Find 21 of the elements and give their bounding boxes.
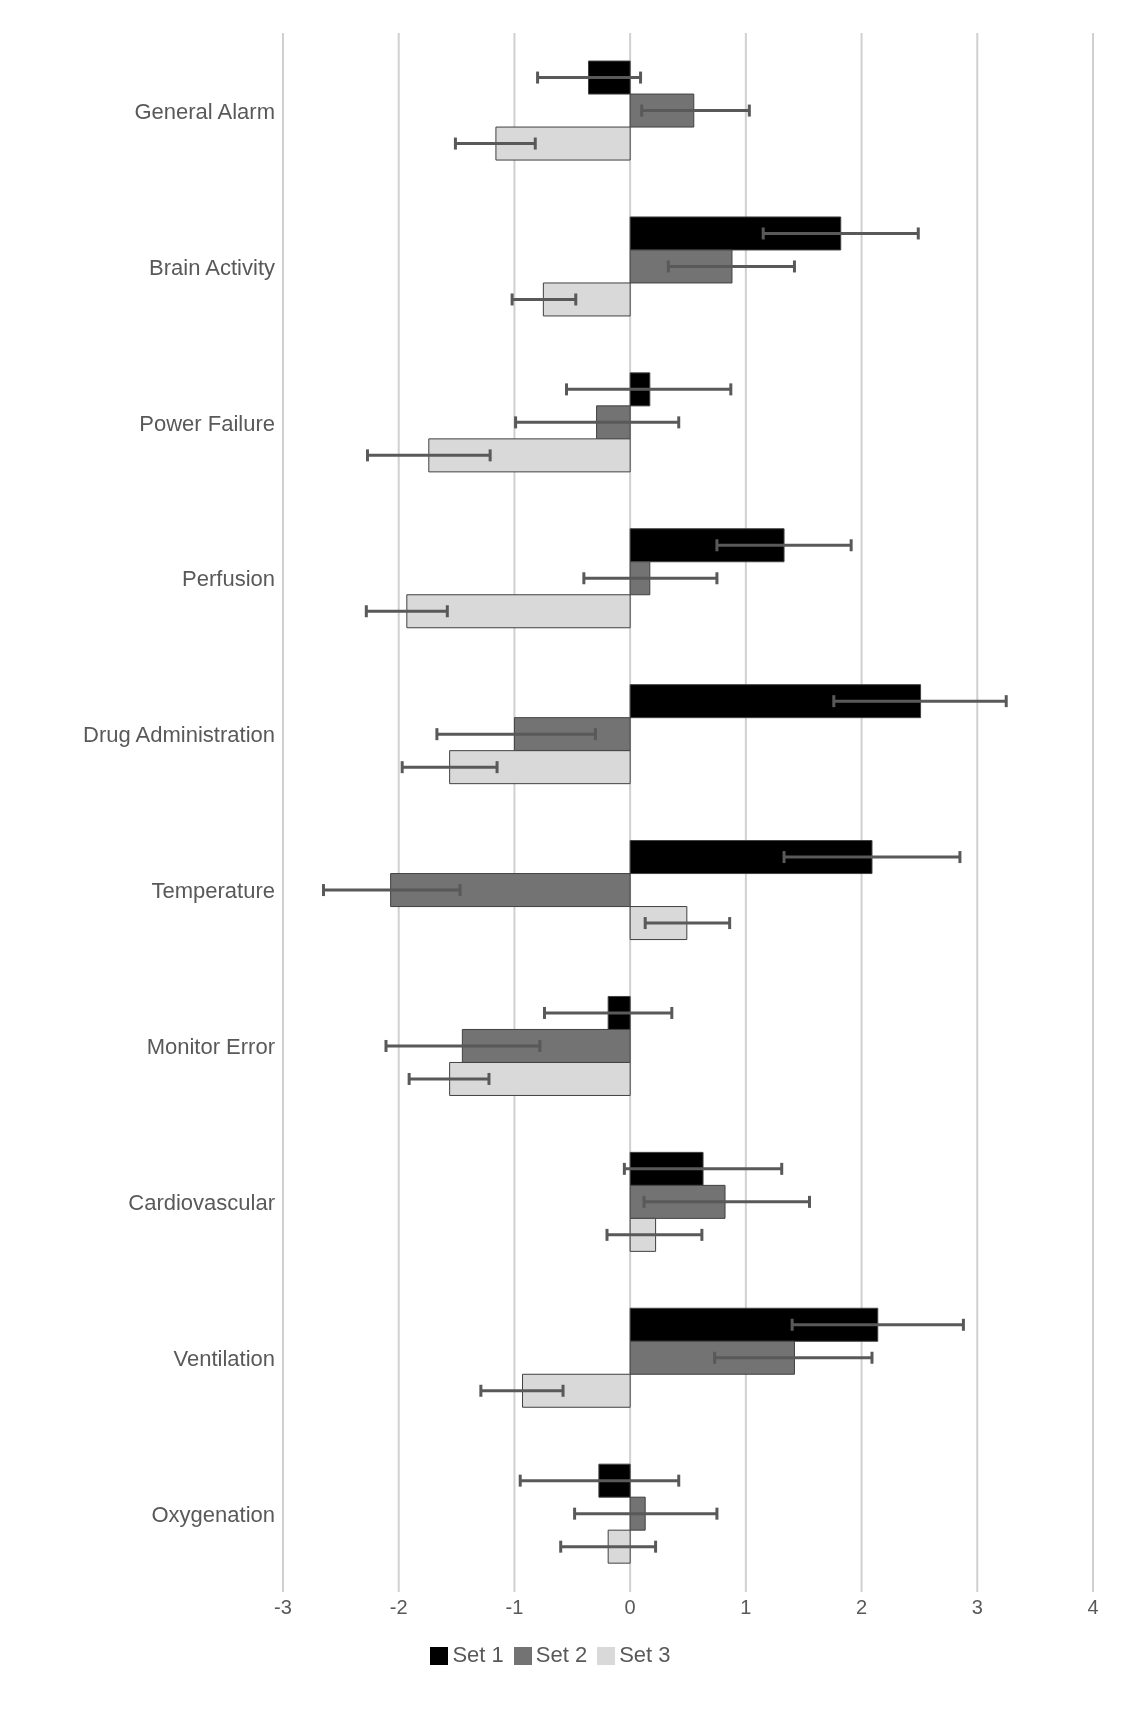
x-tick-label: 2 [856, 1596, 868, 1619]
y-tick-label: Power Failure [139, 410, 275, 436]
x-tick-label: -3 [274, 1596, 292, 1619]
x-tick-label: 3 [971, 1596, 983, 1619]
legend-label: Set 2 [535, 1642, 588, 1667]
y-tick-label: Cardiovascular [128, 1190, 275, 1216]
y-tick-label: Monitor Error [146, 1034, 275, 1060]
y-tick-label: Drug Administration [83, 722, 275, 748]
y-tick-label: Ventilation [173, 1345, 275, 1371]
x-tick-label: 4 [1087, 1596, 1099, 1619]
y-tick-label: General Alarm [134, 98, 275, 124]
y-tick-label: Perfusion [182, 566, 275, 592]
y-tick-label: Temperature [151, 878, 275, 904]
x-tick-label: 0 [624, 1596, 636, 1619]
y-tick-label: Brain Activity [149, 254, 275, 280]
x-tick-label: -1 [505, 1596, 524, 1619]
x-tick-label: 1 [740, 1596, 752, 1619]
x-tick-label: -2 [389, 1596, 408, 1619]
y-tick-label: Oxygenation [151, 1501, 275, 1527]
legend-label: Set 1 [452, 1642, 504, 1667]
legend-label: Set 3 [619, 1642, 671, 1667]
